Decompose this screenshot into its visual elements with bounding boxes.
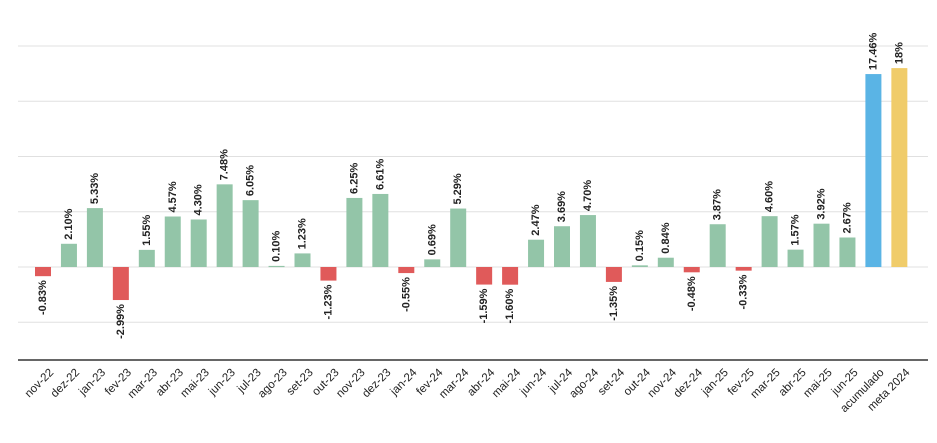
bar-abr-24 [476, 267, 493, 285]
bar-jul-23 [242, 200, 259, 267]
bar-mar-25 [761, 216, 778, 267]
data-label: -0.33% [738, 274, 750, 309]
x-tick-label: ago-24 [567, 366, 601, 400]
data-label: -1.35% [608, 286, 620, 321]
x-tick-label: set-24 [596, 366, 628, 398]
data-label: -0.55% [400, 277, 412, 312]
bar-dez-23 [372, 193, 389, 267]
data-label: 1.57% [790, 214, 802, 245]
data-label: 3.87% [712, 189, 724, 220]
data-label: 2.47% [530, 204, 542, 235]
bar-dez-22 [60, 243, 77, 267]
bar-fev-25 [735, 267, 752, 271]
bar-nov-22 [35, 267, 51, 277]
data-label: 6.25% [348, 163, 360, 194]
data-label: -0.83% [37, 280, 49, 315]
data-label: 1.23% [297, 218, 309, 249]
data-label: 6.61% [374, 159, 386, 190]
x-tick-label: jan-24 [388, 366, 420, 398]
bar-set-23 [294, 253, 311, 267]
x-tick-label: dez-22 [49, 367, 82, 400]
bar-set-24 [605, 267, 622, 282]
data-label: 0.84% [660, 222, 672, 253]
data-label: 5.33% [89, 173, 101, 204]
data-label: 4.70% [582, 180, 594, 211]
data-label: 4.30% [193, 184, 205, 215]
data-label: -0.48% [686, 276, 698, 311]
data-label: 3.69% [556, 191, 568, 222]
x-tick-label: jun-24 [517, 366, 549, 398]
bar-dez-24 [683, 267, 700, 273]
bar-ago-24 [579, 215, 596, 267]
data-label: 7.48% [219, 149, 231, 180]
bar-acumulado [865, 74, 882, 267]
x-tick-labels: nov-22dez-22jan-23fev-23mar-23abr-23mai-… [23, 366, 913, 415]
bar-out-24 [631, 265, 648, 267]
data-label: 6.05% [245, 165, 257, 196]
data-label: 2.10% [63, 208, 75, 239]
bars [35, 68, 908, 301]
x-tick-label: jan-23 [76, 367, 108, 399]
bar-jul-24 [554, 226, 570, 267]
data-label: 0.69% [426, 224, 438, 255]
bar-jan-23 [86, 208, 103, 267]
bar-abr-25 [787, 249, 804, 267]
bar-mai-23 [190, 219, 207, 267]
bar-jan-24 [398, 267, 415, 274]
x-tick-label: ago-23 [256, 367, 290, 401]
data-label: -1.59% [478, 288, 490, 323]
gridlines [18, 45, 928, 323]
x-tick-label: mar-23 [126, 367, 160, 401]
data-labels: -0.83% 2.10% 5.33% -2.99% 1.55% 4.57% 4.30% 7.4… [37, 33, 905, 339]
bar-abr-23 [164, 216, 181, 267]
x-tick-label: mai-24 [490, 366, 524, 400]
bar-jun-23 [216, 184, 233, 267]
x-tick-label: jan-25 [699, 367, 731, 399]
data-label: -2.99% [115, 304, 127, 339]
x-tick-label: dez-24 [672, 366, 706, 400]
bar-mar-23 [138, 249, 155, 267]
x-tick-label: mar-24 [437, 366, 472, 401]
data-label: -1.60% [504, 288, 516, 323]
bar-mai-24 [502, 267, 519, 285]
data-label: 1.55% [141, 214, 153, 245]
bar-nov-24 [657, 257, 674, 267]
bar-meta-2024 [891, 68, 908, 267]
data-label: 4.60% [764, 181, 776, 212]
bar-jun-25 [839, 237, 856, 267]
bar-ago-23 [268, 265, 285, 268]
x-tick-label: set-23 [285, 367, 316, 398]
data-label: 2.67% [841, 202, 853, 233]
bar-mar-24 [450, 208, 467, 267]
x-tick-label: dez-23 [360, 367, 393, 400]
data-label: 3.92% [816, 188, 828, 219]
bar-nov-23 [346, 197, 363, 267]
data-label: 17.46% [867, 33, 879, 71]
data-label: 18% [893, 42, 905, 64]
data-label: 5.29% [452, 173, 464, 204]
data-label: -1.23% [322, 284, 334, 319]
x-tick-label: mar-25 [749, 367, 783, 401]
bar-jun-24 [528, 239, 545, 267]
data-label: 0.10% [271, 230, 283, 261]
bar-out-23 [320, 267, 337, 281]
data-label: 4.57% [167, 181, 179, 212]
x-tick-label: jun-23 [206, 367, 238, 399]
bar-jan-25 [709, 224, 726, 267]
bar-fev-24 [424, 259, 441, 267]
bar-fev-23 [112, 267, 129, 301]
data-label: 0.15% [634, 230, 646, 261]
x-tick-label: mai-25 [801, 367, 834, 400]
x-tick-label: mai-23 [179, 367, 212, 400]
bar-mai-25 [813, 223, 830, 267]
